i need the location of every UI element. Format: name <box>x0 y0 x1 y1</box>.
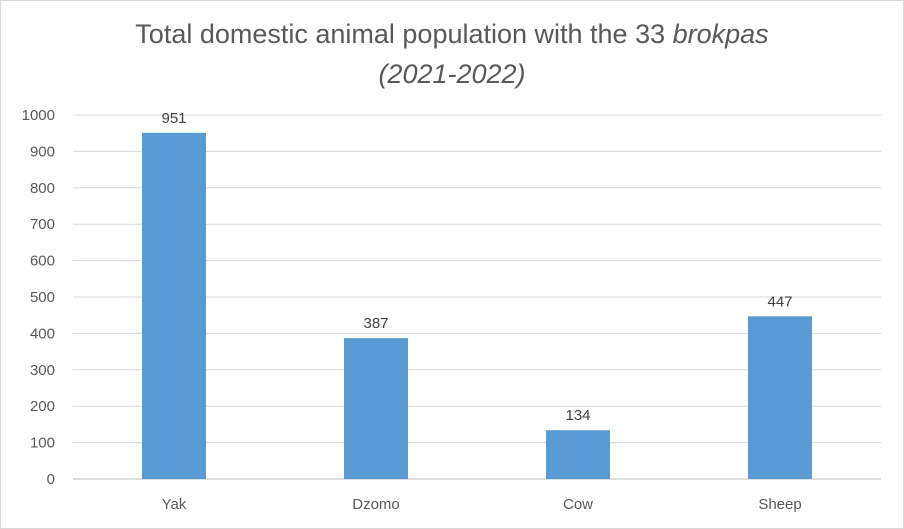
y-tick-label: 800 <box>30 180 55 197</box>
y-tick-label: 100 <box>30 435 55 452</box>
y-tick-label: 1000 <box>22 107 55 124</box>
bar-cow <box>546 430 610 479</box>
y-tick-label: 400 <box>30 325 55 342</box>
x-tick-label: Cow <box>563 496 593 513</box>
x-tick-label: Dzomo <box>352 496 400 513</box>
y-tick-label: 700 <box>30 216 55 233</box>
chart-title-main: Total domestic animal population with th… <box>135 19 666 49</box>
bar-sheep <box>748 316 812 479</box>
y-tick-label: 600 <box>30 253 55 270</box>
y-tick-label: 900 <box>30 143 55 160</box>
x-tick-label: Sheep <box>758 496 801 513</box>
bar-yak <box>142 132 206 479</box>
y-tick-label: 300 <box>30 362 55 379</box>
y-tick-label: 200 <box>30 398 55 415</box>
data-label: 134 <box>565 407 590 424</box>
y-tick-label: 500 <box>30 289 55 306</box>
bar-dzomo <box>344 338 408 479</box>
x-tick-label: Yak <box>162 496 187 513</box>
chart-title-italic: brokpas <box>672 19 769 49</box>
chart-subtitle: (2021-2022) <box>378 59 526 89</box>
chart-title: Total domestic animal population with th… <box>1 19 903 50</box>
y-tick-label: 0 <box>47 471 55 488</box>
data-label: 951 <box>161 110 186 127</box>
data-label: 447 <box>767 293 792 310</box>
data-label: 387 <box>363 315 388 332</box>
